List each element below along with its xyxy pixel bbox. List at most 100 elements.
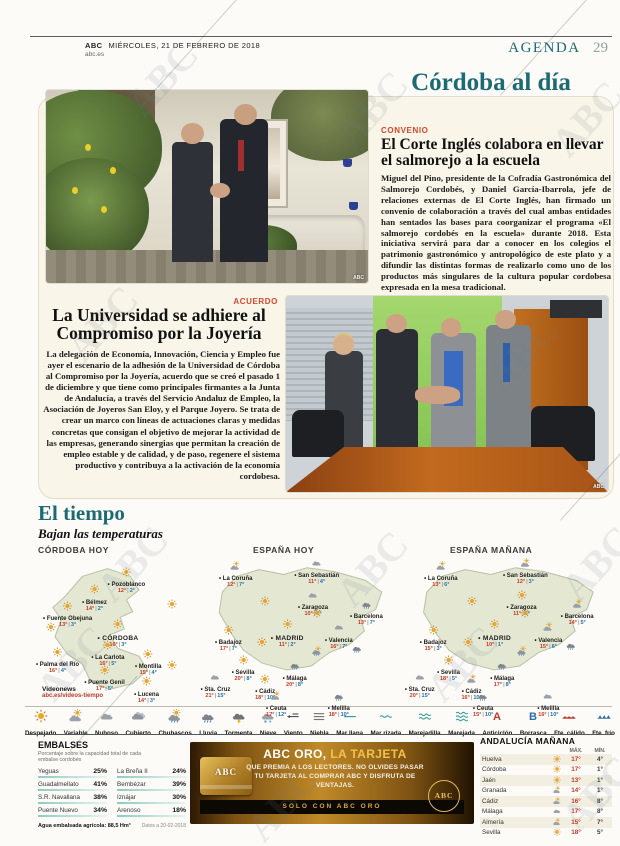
forecast-max: 18° — [571, 829, 581, 837]
forecast-city: Jaén — [482, 776, 496, 784]
city-label: La Coruña — [424, 576, 458, 582]
sun-icon — [553, 775, 561, 784]
man-grey-head — [440, 317, 462, 338]
reservoir-row-arenoso: Arenoso 18% — [117, 807, 186, 817]
forecast-min: 7° — [596, 818, 604, 826]
reservoir-percent: 34% — [93, 806, 107, 814]
spain-map-shape — [423, 567, 594, 671]
forecast-min: 1° — [596, 766, 604, 774]
body-acuerdo: La delegación de Economía, Innovación, C… — [43, 349, 280, 481]
man-left-head — [181, 122, 204, 145]
sun-rain-icon — [168, 708, 181, 723]
forecast-max: 13° — [571, 776, 581, 784]
page-title: Córdoba al día — [411, 69, 571, 96]
legend-item-marejadilla: Marejadilla — [409, 709, 441, 737]
videonews-promo: Videonews abc.es/videos-tiempo — [42, 686, 103, 699]
city-temps: 14°|3° — [137, 697, 156, 704]
city-label: Málaga — [283, 676, 306, 682]
sun-icon — [238, 655, 248, 665]
legend-label: Marejada — [448, 730, 475, 737]
forecast-row-ja-n: Jaén 13° 1° — [480, 775, 612, 786]
sun-icon — [167, 599, 177, 609]
sun-icon — [312, 608, 322, 618]
legend-item-anticicl-n: A Anticiclón — [482, 709, 512, 737]
city-temps: 13°|6° — [432, 582, 450, 589]
city-label: Málaga — [490, 676, 514, 682]
blue-tie — [503, 343, 510, 383]
spain-map-shape — [218, 567, 383, 671]
forecast-icon — [550, 761, 564, 779]
sun-cloud-icon — [436, 560, 445, 570]
cloud-icon — [312, 561, 321, 566]
forecast-city: Cádiz — [482, 797, 499, 805]
abc-oro-ad-banner: ABC ABC ORO, LA TARJETA QUE PREMIA A LOS… — [190, 742, 474, 824]
weather-legend: Despejado Variable Nuboso Cubierto Chubascos… — [25, 708, 615, 737]
map-title-espana-manana: ESPAÑA MAÑANA — [450, 545, 533, 555]
sun-rain-icon — [312, 645, 321, 656]
city-temps: 15°|3° — [424, 646, 442, 653]
gold-card-graphic: ABC — [200, 757, 252, 795]
sun-icon — [46, 622, 56, 632]
sun-icon — [553, 754, 561, 763]
city-temps: 12°|3° — [516, 579, 534, 586]
city-label: Cádiz — [255, 689, 275, 695]
sun-icon — [260, 673, 270, 683]
forecast-city: Córdoba — [482, 766, 507, 774]
city-label: Valencia — [534, 638, 562, 644]
legend-label: Lluvia — [199, 730, 217, 737]
city-temps: 16°|10° — [538, 712, 559, 719]
forecast-min: 1° — [596, 776, 604, 784]
forecast-city: Málaga — [482, 808, 503, 816]
lemon — [110, 167, 117, 175]
weather-symbol — [167, 659, 177, 675]
low-B-icon: B — [529, 711, 537, 723]
forecast-icon — [550, 824, 564, 842]
cloud-icon — [415, 675, 424, 680]
sea-ripple-icon — [379, 715, 393, 718]
forecast-max: 15° — [571, 818, 581, 826]
city-temps: 18°|10° — [255, 694, 276, 701]
city-label: San Sebastián — [294, 573, 339, 579]
reservoir-row-bemb-zar: Bembézar 39% — [117, 781, 186, 791]
city-temps: 15°|4° — [139, 669, 157, 676]
legend-label: Borrasca — [520, 730, 547, 737]
reservoir-bar — [38, 814, 107, 817]
cloud-icon — [553, 809, 561, 814]
reservoir-percent: 38% — [93, 793, 107, 801]
city-label: Melilla — [537, 706, 559, 712]
reservoir-percent: 30% — [172, 793, 186, 801]
city-label: Puente Genil — [84, 680, 125, 686]
city-label: Zaragoza — [506, 605, 536, 611]
sun-icon — [520, 608, 530, 618]
sun-icon — [89, 584, 99, 594]
section-name: AGENDA — [508, 40, 580, 56]
sun-icon — [63, 600, 73, 610]
joined-hands — [414, 386, 460, 404]
masthead-dateline: ABC MIÉRCOLES, 21 DE FEBRERO DE 2018 — [85, 41, 260, 50]
warm-front-icon — [563, 716, 576, 719]
reservoir-bar — [38, 775, 107, 778]
city-label: La Carlota — [91, 655, 124, 661]
city-label: Melilla — [328, 706, 350, 712]
legend-label: Variable — [64, 730, 88, 737]
city-temps: 15°|10° — [473, 712, 494, 719]
site-url: abc.es — [85, 51, 105, 58]
sun-icon — [113, 619, 123, 629]
rain-icon — [362, 602, 371, 609]
reservoirs-box: EMBALSES Porcentaje sobre la capacidad t… — [38, 740, 186, 829]
forecast-icon — [550, 782, 564, 800]
rain-icon — [202, 714, 214, 723]
reservoir-row-s-r-navallana: S.R. Navallana 38% — [38, 794, 107, 804]
kicker-convenio: CONVENIO — [381, 126, 429, 135]
legend-item-nuboso: Nuboso — [95, 709, 118, 737]
city-label: Sta. Cruz — [405, 687, 435, 693]
city-label: Sta. Cruz — [201, 687, 230, 693]
